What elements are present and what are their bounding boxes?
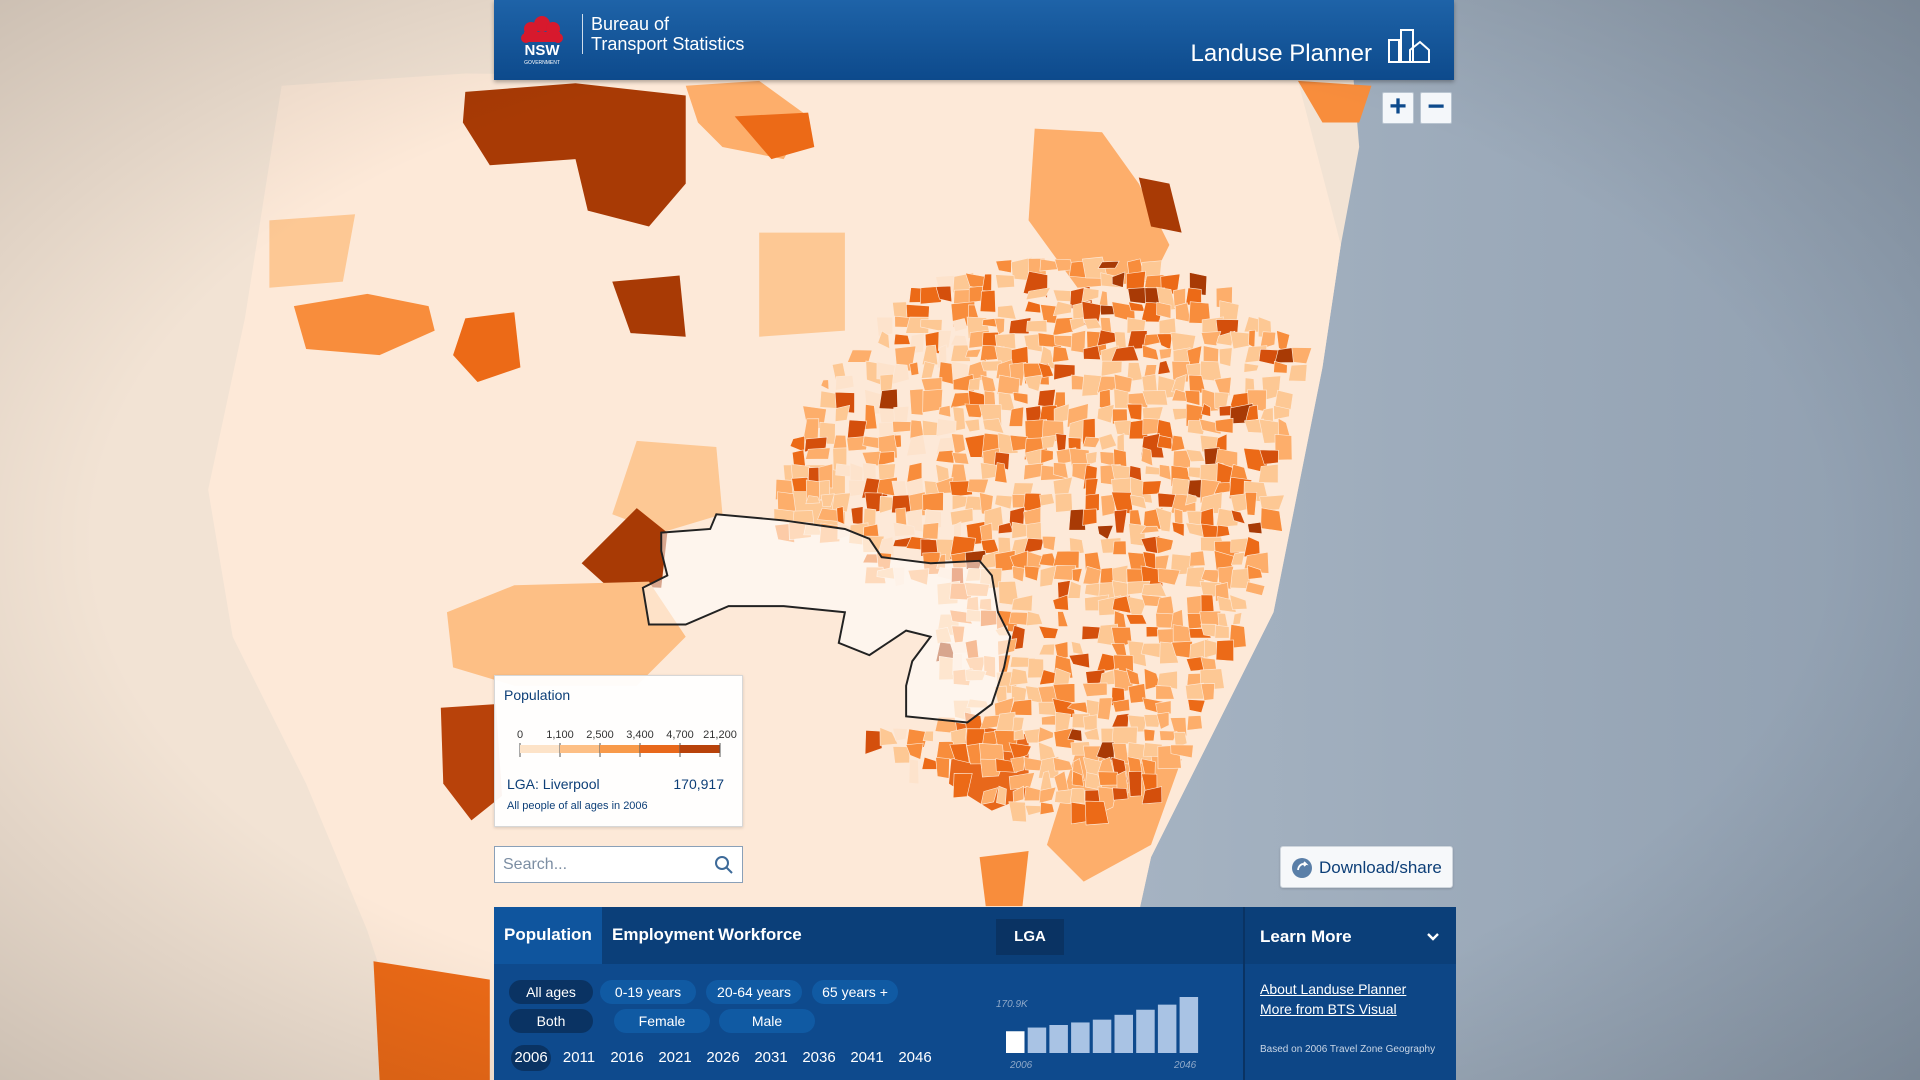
download-label: Download/share [1319,858,1442,877]
app-title: Landuse Planner [1190,40,1372,67]
area-label: LGA: Liverpool [507,776,600,792]
tab[interactable]: Employment [612,925,715,944]
age-filter[interactable]: 0-19 years [600,980,696,1004]
agency-line: Transport Statistics [591,34,745,54]
search-box[interactable]: Search... [494,846,743,883]
zoom-out-button[interactable]: − [1420,92,1452,124]
app-icon [1388,29,1430,63]
zoom-in-button[interactable]: + [1382,92,1414,124]
download-share-button[interactable]: Download/share [1280,846,1453,888]
learn-more-header[interactable]: Learn More [1245,907,1456,964]
mini-bar[interactable] [1071,1022,1090,1053]
legend-swatch [560,745,600,753]
year-button[interactable]: 2021 [658,1049,692,1066]
mini-bar[interactable] [1027,1027,1047,1053]
geography-button[interactable]: LGA [996,919,1064,955]
year-button[interactable]: 2026 [706,1049,740,1066]
learn-more-title: Learn More [1260,927,1352,946]
year-button[interactable]: 2036 [802,1049,836,1066]
legend-swatch [520,745,560,753]
legend-scale: 0 1,100 2,500 3,400 4,700 21,200 [517,729,737,757]
sex-filter[interactable]: Male [719,1009,815,1033]
legend-title: Population [504,687,571,703]
learn-more: Learn More Based on 2006 Travel Zone Geo… [1243,907,1456,1080]
tab[interactable]: Workforce [718,925,802,944]
legend-break-label: 1,100 [546,729,574,741]
mini-bar[interactable] [1114,1014,1134,1053]
mini-bar[interactable] [1179,997,1199,1053]
search-placeholder: Search... [503,856,568,873]
mini-bar[interactable] [1006,1031,1025,1053]
mini-bar[interactable] [1092,1019,1112,1053]
legend-caption: All people of all ages in 2006 [507,800,648,812]
mini-bar[interactable] [1157,1004,1177,1053]
logo-text: NSW [525,42,561,59]
mini-bar[interactable] [1049,1025,1068,1053]
mini-start-label: 2006 [1009,1060,1033,1071]
legend-swatch [600,745,640,753]
agency-line: Bureau of [591,14,670,34]
nsw-logo: NSW GOVERNMENT [521,16,563,66]
year-button[interactable]: 2031 [754,1049,788,1066]
learn-more-link[interactable]: More from BTS Visual [1260,1001,1397,1017]
legend: Population 0 1,100 2,500 3,400 4,700 21,200 L… [494,675,743,827]
mini-end-label: 2046 [1173,1060,1197,1071]
year-button[interactable]: 2016 [610,1049,644,1066]
legend-break-label: 2,500 [586,729,614,741]
chevron [1427,933,1439,941]
sex-filter[interactable]: Female [614,1009,710,1033]
legend-break-label: 21,200 [703,729,737,741]
mini-chart: 170.9K 2006 2046 [996,997,1199,1071]
learn-more-link[interactable]: About Landuse Planner [1260,981,1407,997]
legend-break-label: 4,700 [666,729,694,741]
age-filter[interactable]: All ages [509,980,593,1004]
legend-break-label: 3,400 [626,729,654,741]
tab-bar: LGA Population Employment Workforce [494,907,1243,964]
header: NSW GOVERNMENT Bureau of Transport Stati… [494,0,1454,80]
mini-value-label: 170.9K [996,999,1029,1010]
area-value: 170,917 [673,776,724,792]
year-button[interactable]: 2006 [511,1045,551,1071]
year-button[interactable]: 2011 [562,1049,596,1066]
year-button[interactable]: 2046 [898,1049,932,1066]
control-panel: LGA Population Employment Workforce All ag… [494,907,1456,1080]
geography-note: Based on 2006 Travel Zone Geography [1260,1044,1436,1055]
mini-bar[interactable] [1136,1009,1155,1053]
age-filter[interactable]: 65 years + [812,980,898,1004]
share-icon [1292,858,1312,878]
age-filter[interactable]: 20-64 years [706,980,802,1004]
legend-swatch [680,745,720,753]
agency-name: Bureau of Transport Statistics [582,14,744,54]
legend-swatch [640,745,680,753]
year-button[interactable]: 2041 [850,1049,884,1066]
tab[interactable]: Population [494,907,602,964]
logo-subtext: GOVERNMENT [524,60,560,66]
sex-filter[interactable]: Both [509,1009,593,1033]
search-icon [715,856,733,874]
legend-break-label: 0 [517,729,523,741]
